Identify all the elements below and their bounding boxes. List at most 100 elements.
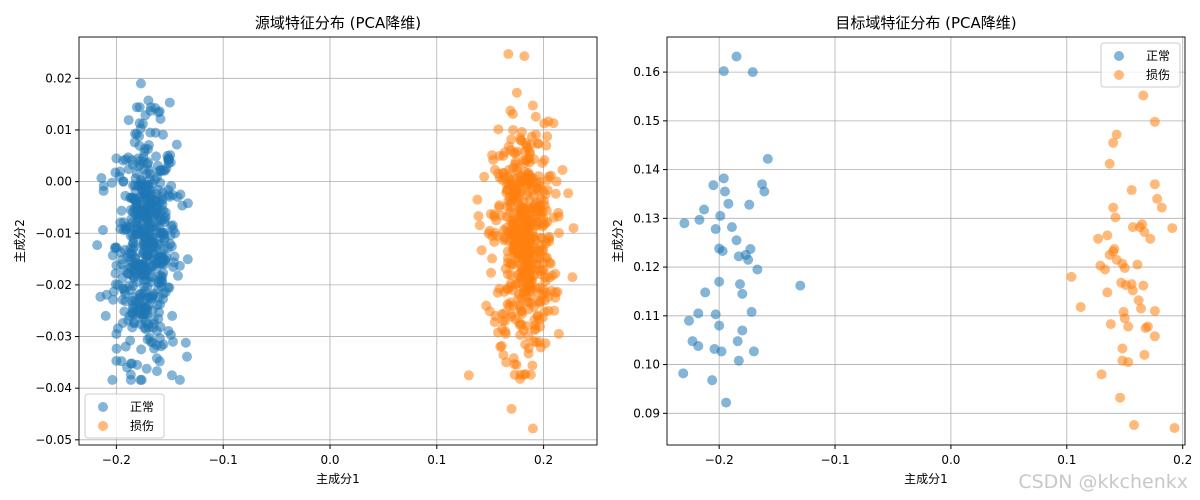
scatter-point-normal <box>154 307 165 318</box>
scatter-point-damage <box>530 235 541 246</box>
scatter-point-damage <box>474 220 485 231</box>
scatter-point-normal <box>129 137 140 148</box>
scatter-point-normal <box>155 299 166 310</box>
scatter-point-damage <box>563 188 574 199</box>
scatter-point-damage <box>1117 343 1128 354</box>
scatter-point-normal <box>154 356 165 367</box>
scatter-point-normal <box>137 267 148 278</box>
scatter-point-damage <box>527 360 538 371</box>
scatter-point-damage <box>1096 369 1107 380</box>
scatter-point-normal <box>151 151 162 162</box>
scatter-point-damage <box>525 291 536 302</box>
scatter-point-normal <box>154 333 165 344</box>
scatter-point-damage <box>1116 277 1127 288</box>
scatter-point-damage <box>542 131 553 142</box>
scatter-point-damage <box>1142 321 1153 332</box>
y-tick-label: 0.00 <box>45 175 72 189</box>
scatter-point-normal <box>130 299 141 310</box>
scatter-point-normal <box>714 276 725 287</box>
scatter-point-damage <box>543 116 554 127</box>
scatter-point-normal <box>119 285 130 296</box>
y-tick-label: 0.15 <box>633 114 660 128</box>
scatter-point-damage <box>490 310 501 321</box>
scatter-point-normal <box>127 206 138 217</box>
scatter-point-normal <box>731 235 742 246</box>
scatter-point-normal <box>718 66 729 77</box>
scatter-point-normal <box>699 204 710 215</box>
y-tick-label: 0.02 <box>45 71 72 85</box>
scatter-point-damage <box>557 164 568 175</box>
x-tick-label: 0.0 <box>320 453 339 467</box>
scatter-point-normal <box>160 211 171 222</box>
scatter-point-damage <box>532 283 543 294</box>
scatter-point-damage <box>479 171 490 182</box>
scatter-point-normal <box>92 240 103 251</box>
scatter-point-damage <box>508 243 519 254</box>
scatter-point-damage <box>568 223 579 234</box>
scatter-point-damage <box>553 211 564 222</box>
scatter-point-damage <box>1129 420 1140 431</box>
scatter-point-damage <box>499 172 510 183</box>
scatter-point-damage <box>519 51 530 62</box>
scatter-point-normal <box>182 351 193 362</box>
target-x-axis-label: 主成分1 <box>904 472 948 486</box>
scatter-point-damage <box>505 281 516 292</box>
scatter-point-damage <box>553 227 564 238</box>
y-tick-label: −0.04 <box>35 381 72 395</box>
target-legend: 正常 损伤 <box>1100 42 1181 88</box>
scatter-point-damage <box>494 200 505 211</box>
scatter-point-normal <box>156 341 167 352</box>
scatter-point-normal <box>735 279 746 290</box>
scatter-point-damage <box>508 163 519 174</box>
scatter-point-normal <box>139 309 150 320</box>
scatter-point-damage <box>1119 263 1130 274</box>
x-tick-label: 0.0 <box>941 453 960 467</box>
scatter-point-normal <box>710 309 721 320</box>
scatter-point-damage <box>505 145 516 156</box>
scatter-point-normal <box>117 254 128 265</box>
scatter-point-normal <box>139 146 150 157</box>
scatter-point-normal <box>110 268 121 279</box>
scatter-point-damage <box>1123 321 1134 332</box>
scatter-point-normal <box>714 320 725 331</box>
scatter-point-damage <box>1135 303 1146 314</box>
scatter-point-damage <box>495 341 506 352</box>
scatter-point-normal <box>746 306 757 317</box>
target-gridlines <box>667 37 1185 445</box>
source-axis-ticks: −0.2 −0.1 0.0 0.1 0.2 −0.05 −0.04 −0.03 −0.02 −0.… <box>35 71 553 467</box>
scatter-point-normal <box>113 279 124 290</box>
scatter-point-normal <box>146 272 157 283</box>
scatter-point-normal <box>116 205 127 216</box>
scatter-point-normal <box>120 154 131 165</box>
scatter-point-normal <box>731 51 742 62</box>
scatter-point-damage <box>491 231 502 242</box>
scatter-point-normal <box>150 103 161 114</box>
scatter-point-damage <box>535 200 546 211</box>
scatter-point-damage <box>1108 137 1119 148</box>
scatter-point-normal <box>128 318 139 329</box>
scatter-point-normal <box>171 139 182 150</box>
x-tick-label: −0.1 <box>209 453 238 467</box>
scatter-point-damage <box>543 171 554 182</box>
scatter-point-normal <box>125 335 136 346</box>
scatter-point-normal <box>733 355 744 366</box>
scatter-point-normal <box>136 344 147 355</box>
scatter-point-normal <box>710 224 721 235</box>
scatter-point-normal <box>759 186 770 197</box>
scatter-point-normal <box>136 181 147 192</box>
scatter-point-normal <box>135 78 146 89</box>
scatter-point-normal <box>693 308 704 319</box>
scatter-point-normal <box>182 254 193 265</box>
scatter-point-normal <box>98 224 109 235</box>
target-legend-label-normal: 正常 <box>1146 49 1170 63</box>
scatter-point-damage <box>549 305 560 316</box>
scatter-point-damage <box>1115 392 1126 403</box>
scatter-point-normal <box>160 255 171 266</box>
scatter-point-normal <box>161 163 172 174</box>
scatter-point-normal <box>726 222 737 233</box>
scatter-point-damage <box>540 338 551 349</box>
y-tick-label: 0.09 <box>633 406 660 420</box>
scatter-point-damage <box>533 138 544 149</box>
scatter-point-damage <box>530 111 541 122</box>
